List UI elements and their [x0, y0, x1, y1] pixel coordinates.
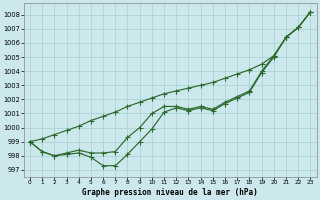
X-axis label: Graphe pression niveau de la mer (hPa): Graphe pression niveau de la mer (hPa) [82, 188, 258, 197]
